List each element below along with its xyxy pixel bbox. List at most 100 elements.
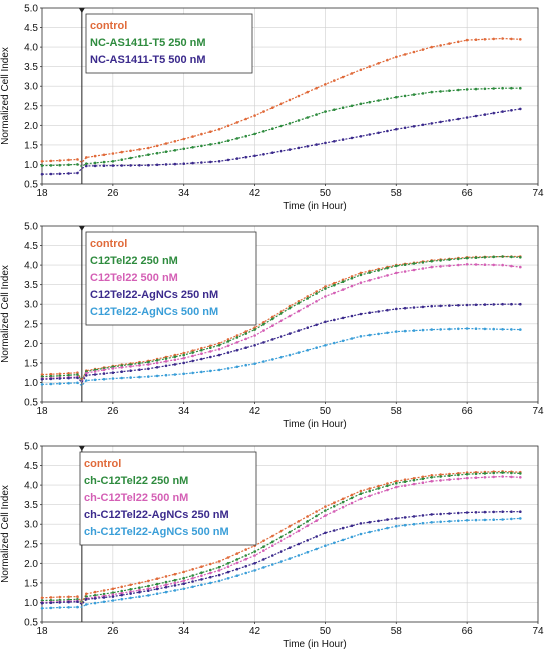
x-tick-label: 42: [249, 626, 261, 637]
data-point: [395, 271, 398, 275]
data-point: [102, 160, 106, 164]
data-point: [262, 323, 265, 326]
data-point: [76, 376, 79, 380]
data-point: [217, 127, 221, 131]
data-point: [395, 127, 398, 131]
data-point: [510, 255, 513, 259]
data-point: [519, 107, 522, 111]
data-point: [474, 511, 478, 514]
series-2: [40, 263, 522, 383]
data-point: [412, 482, 416, 486]
data-point: [412, 478, 416, 482]
data-point: [368, 489, 372, 493]
data-point: [439, 520, 442, 524]
x-tick-label: 26: [107, 188, 119, 199]
x-tick-label: 74: [532, 626, 544, 637]
data-point: [315, 143, 318, 146]
data-point: [324, 344, 327, 347]
y-tick-label: 5.0: [24, 442, 38, 453]
data-point: [306, 116, 310, 119]
data-point: [182, 587, 185, 591]
data-point: [324, 505, 327, 508]
data-point: [474, 327, 478, 331]
data-point: [306, 90, 310, 94]
x-tick-label: 26: [107, 626, 119, 637]
y-tick-label: 3.0: [24, 520, 38, 531]
data-point: [164, 357, 168, 360]
data-point: [297, 309, 301, 313]
data-point: [465, 511, 469, 514]
data-point: [120, 150, 123, 154]
data-point: [412, 50, 416, 54]
data-point: [341, 288, 345, 291]
data-point: [439, 328, 442, 331]
x-tick-label: 34: [178, 406, 190, 417]
y-tick-label: 4.5: [24, 23, 38, 34]
data-point: [164, 364, 168, 368]
data-point: [147, 146, 150, 150]
data-point: [279, 124, 283, 128]
data-point: [457, 263, 460, 267]
data-point: [333, 283, 336, 287]
data-point: [421, 328, 425, 332]
data-point: [200, 348, 203, 352]
data-point: [40, 172, 44, 176]
data-point: [501, 518, 504, 521]
data-point: [333, 79, 336, 82]
data-point: [474, 518, 478, 522]
data-point: [200, 578, 203, 581]
data-point: [40, 383, 44, 386]
data-point: [217, 579, 221, 583]
data-point: [457, 257, 460, 261]
data-point: [76, 163, 79, 166]
data-point: [359, 271, 363, 275]
data-point: [510, 302, 513, 306]
data-point: [306, 520, 310, 523]
data-point: [483, 255, 487, 259]
y-tick-label: 3.5: [24, 62, 38, 73]
data-point: [49, 172, 53, 176]
y-tick-label: 3.0: [24, 300, 38, 311]
data-point: [315, 323, 318, 327]
series-1: [40, 255, 522, 382]
data-point: [430, 476, 434, 479]
data-point: [288, 353, 292, 357]
data-point: [492, 327, 496, 331]
data-point: [164, 580, 168, 584]
data-point: [288, 546, 292, 549]
data-point: [200, 565, 203, 568]
data-point: [439, 120, 442, 124]
data-point: [209, 160, 212, 164]
data-point: [288, 524, 292, 528]
data-point: [93, 594, 97, 597]
data-point: [182, 579, 185, 583]
data-point: [102, 596, 106, 599]
data-point: [386, 484, 389, 488]
data-point: [324, 141, 327, 145]
x-tick-label: 66: [462, 406, 474, 417]
data-point: [341, 106, 345, 109]
data-point: [315, 290, 318, 293]
data-point: [235, 334, 239, 337]
data-point: [262, 545, 265, 548]
data-point: [209, 143, 212, 146]
data-point: [129, 363, 132, 366]
data-point: [483, 303, 487, 306]
data-point: [173, 572, 177, 576]
data-point: [102, 372, 106, 375]
data-point: [129, 596, 132, 600]
data-point: [235, 365, 239, 369]
data-point: [315, 514, 318, 518]
data-point: [262, 539, 265, 543]
data-point: [226, 367, 230, 370]
x-tick-label: 74: [532, 188, 544, 199]
data-point: [111, 164, 115, 167]
data-point: [377, 519, 380, 523]
data-point: [510, 328, 513, 331]
data-point: [279, 102, 283, 106]
data-point: [155, 592, 159, 595]
data-point: [501, 302, 504, 306]
data-point: [492, 87, 496, 90]
data-point: [235, 561, 239, 565]
